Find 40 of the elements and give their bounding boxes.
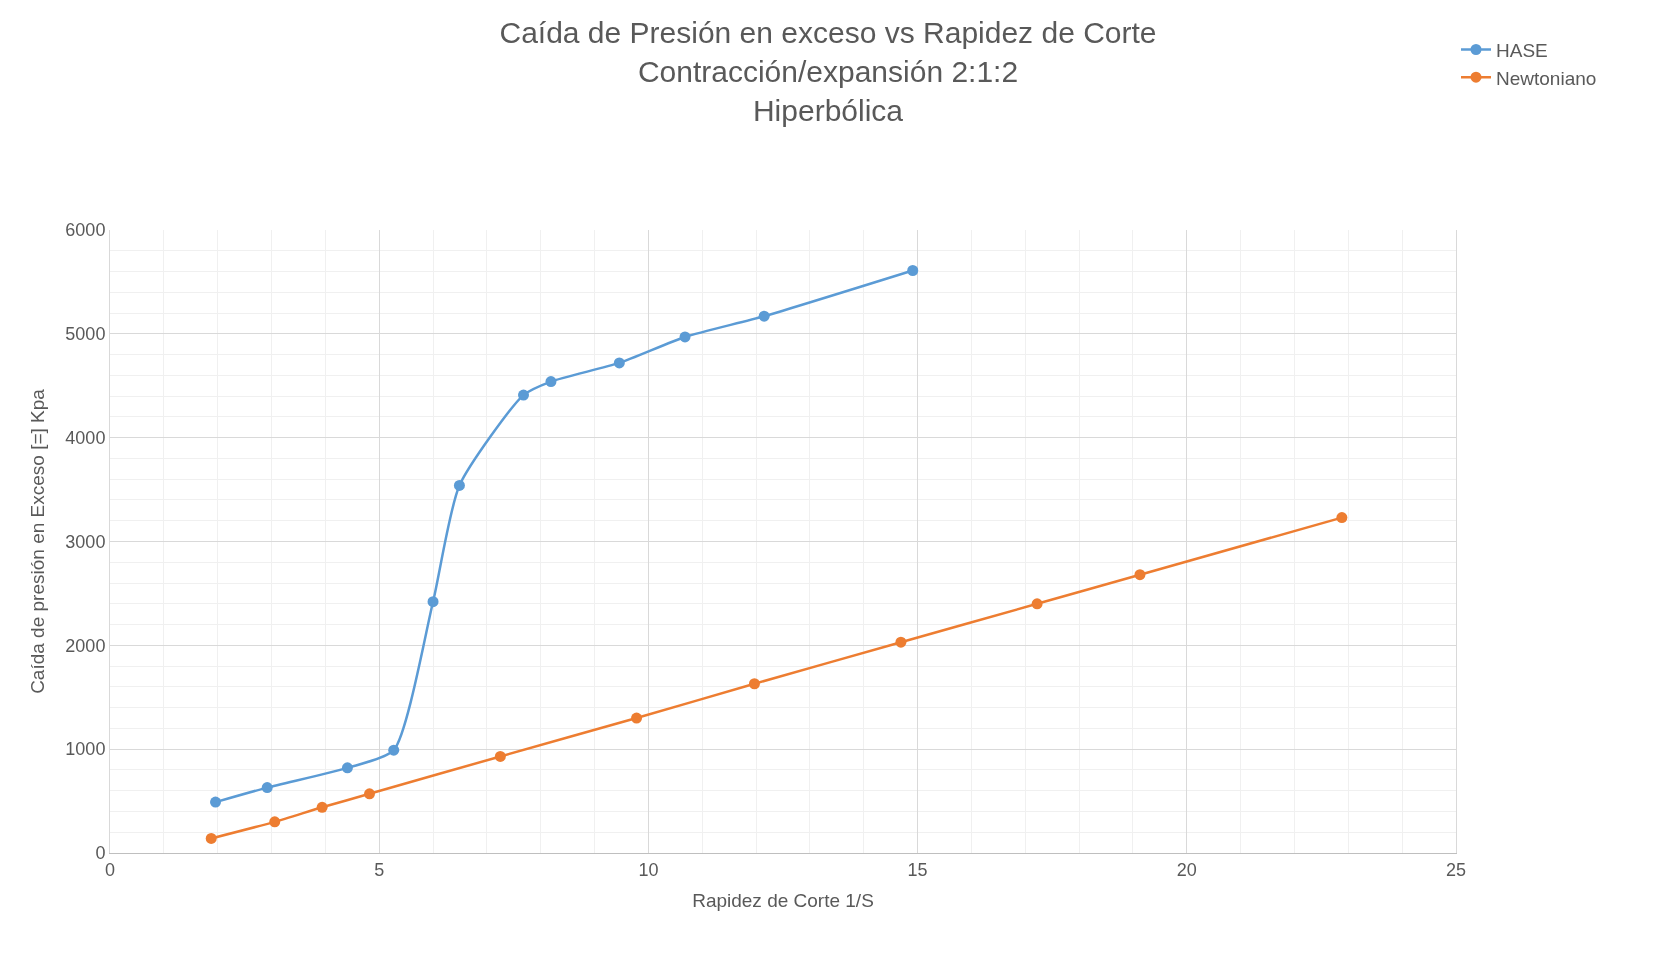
legend-label: HASE <box>1496 39 1548 61</box>
x-tick-label: 15 <box>907 859 928 880</box>
point <box>517 389 529 401</box>
point <box>494 750 506 762</box>
x-tick-label: 10 <box>638 859 659 880</box>
point <box>453 479 465 491</box>
y-axis-title: Caída de presión en Exceso [=] Kpa <box>27 388 49 694</box>
y-tick-label: 4000 <box>65 427 106 448</box>
point <box>269 816 281 828</box>
point <box>613 357 625 369</box>
point <box>205 832 217 844</box>
y-tick-label: 0 <box>95 843 106 864</box>
point <box>679 331 691 343</box>
point <box>1134 569 1146 581</box>
x-tick-label: 5 <box>374 859 385 880</box>
point <box>261 782 273 794</box>
chart-title: Caída de Presión en exceso vs Rapidez de Corte Contracción/expansión 2:1:2 Hiperbólica <box>499 16 1157 128</box>
x-tick-label: 20 <box>1176 859 1197 880</box>
y-tick-label: 3000 <box>65 531 106 552</box>
point <box>895 636 907 648</box>
point <box>758 310 770 322</box>
x-axis-title: Rapidez de Corte 1/S <box>692 890 874 912</box>
point <box>631 712 643 724</box>
point <box>316 801 328 813</box>
y-tick-label: 2000 <box>65 635 106 656</box>
legend-label: Newtoniano <box>1496 67 1597 89</box>
y-tick-label: 1000 <box>65 739 106 760</box>
y-tick-label: 6000 <box>65 220 106 241</box>
point <box>388 744 400 756</box>
point <box>1031 598 1043 610</box>
point <box>748 678 760 690</box>
x-tick-label: 25 <box>1445 859 1467 880</box>
point <box>545 376 557 388</box>
point <box>427 596 439 608</box>
point <box>364 788 376 800</box>
point <box>907 265 919 276</box>
point <box>210 796 222 808</box>
point <box>1336 512 1348 524</box>
y-tick-label: 5000 <box>65 324 106 345</box>
point <box>341 762 353 774</box>
